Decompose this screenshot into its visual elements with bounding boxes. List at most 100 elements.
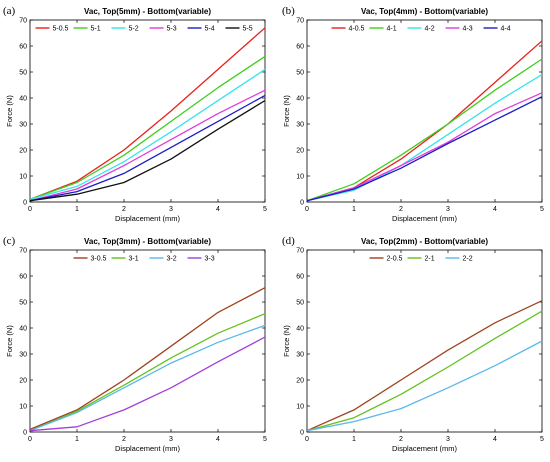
x-axis-label: Displacement (mm) bbox=[115, 444, 181, 453]
x-tick-label: 0 bbox=[28, 436, 32, 443]
x-tick-label: 3 bbox=[169, 206, 173, 213]
y-tick-label: 20 bbox=[19, 148, 27, 155]
y-tick-label: 60 bbox=[296, 44, 304, 51]
chart-panel-d: (d) Vac, Top(2mm) - Bottom(variable) 0 1 2 3 4… bbox=[282, 235, 544, 453]
y-tick-label: 0 bbox=[300, 200, 304, 207]
y-tick-label: 50 bbox=[19, 70, 27, 77]
series-line-5-2 bbox=[29, 68, 266, 201]
series-line-2-2 bbox=[306, 340, 543, 432]
series-line-2-1 bbox=[306, 310, 543, 432]
legend-label: 4-3 bbox=[463, 26, 473, 33]
x-axis-label: Displacement (mm) bbox=[115, 214, 181, 223]
x-tick-label: 2 bbox=[399, 206, 403, 213]
y-tick-label: 30 bbox=[19, 352, 27, 359]
panel-label: (d) bbox=[282, 235, 295, 247]
legend-label: 4-0.5 bbox=[349, 26, 365, 33]
legend-label: 4-2 bbox=[425, 26, 435, 33]
x-tick-label: 3 bbox=[446, 436, 450, 443]
y-tick-label: 60 bbox=[296, 274, 304, 281]
series-line-4-1 bbox=[306, 58, 543, 202]
series-line-5-0.5 bbox=[29, 27, 266, 201]
x-tick-label: 4 bbox=[216, 436, 220, 443]
chart-title: Vac, Top(5mm) - Bottom(variable) bbox=[84, 7, 211, 16]
series-line-5-4 bbox=[29, 94, 266, 202]
x-tick-label: 1 bbox=[352, 436, 356, 443]
y-tick-label: 20 bbox=[19, 378, 27, 385]
legend-label: 2-0.5 bbox=[387, 256, 403, 263]
y-tick-label: 40 bbox=[19, 96, 27, 103]
legend-label: 5-5 bbox=[243, 26, 253, 33]
y-tick-label: 40 bbox=[19, 326, 27, 333]
x-tick-label: 4 bbox=[493, 206, 497, 213]
legend-label: 3-2 bbox=[167, 256, 177, 263]
panel-label: (b) bbox=[282, 5, 295, 17]
chart-panel-b: (b) Vac, Top(4mm) - Bottom(variable) 0 1 2 3 4… bbox=[282, 5, 544, 223]
series-line-3-3 bbox=[29, 336, 266, 432]
legend-label: 3-0.5 bbox=[91, 256, 107, 263]
x-axis-label: Displacement (mm) bbox=[392, 444, 458, 453]
y-tick-label: 30 bbox=[19, 122, 27, 129]
x-tick-label: 5 bbox=[263, 206, 267, 213]
y-tick-label: 0 bbox=[23, 430, 27, 437]
x-tick-label: 3 bbox=[169, 436, 173, 443]
x-tick-label: 2 bbox=[399, 436, 403, 443]
chart-panel-c: (c) Vac, Top(3mm) - Bottom(variable) 0 1 2 3 4… bbox=[3, 235, 267, 453]
y-axis-label: Force (N) bbox=[282, 95, 291, 127]
x-tick-label: 1 bbox=[352, 206, 356, 213]
x-tick-label: 5 bbox=[540, 206, 544, 213]
x-tick-label: 2 bbox=[122, 206, 126, 213]
y-tick-label: 10 bbox=[296, 404, 304, 411]
legend-label: 4-4 bbox=[501, 26, 511, 33]
panel-label: (a) bbox=[3, 5, 16, 17]
plot-frame bbox=[306, 249, 543, 433]
series-line-4-2 bbox=[306, 74, 543, 202]
plot-frame bbox=[29, 19, 266, 203]
panel-label: (c) bbox=[3, 235, 16, 247]
y-axis-label: Force (N) bbox=[282, 325, 291, 357]
y-tick-label: 30 bbox=[296, 352, 304, 359]
y-tick-label: 70 bbox=[19, 18, 27, 25]
plot-frame bbox=[29, 249, 266, 433]
y-tick-label: 70 bbox=[19, 248, 27, 255]
y-axis-label: Force (N) bbox=[5, 95, 14, 127]
y-tick-label: 30 bbox=[296, 122, 304, 129]
chart-panel-a: (a) Vac, Top(5mm) - Bottom(variable) 0 1 2 3 4… bbox=[3, 5, 267, 223]
x-tick-label: 1 bbox=[75, 206, 79, 213]
y-tick-label: 60 bbox=[19, 274, 27, 281]
x-tick-label: 5 bbox=[540, 436, 544, 443]
series-line-3-2 bbox=[29, 324, 266, 432]
legend-label: 5-2 bbox=[129, 26, 139, 33]
x-axis-label: Displacement (mm) bbox=[392, 214, 458, 223]
y-axis-label: Force (N) bbox=[5, 325, 14, 357]
legend-label: 5-0.5 bbox=[53, 26, 69, 33]
series-line-3-1 bbox=[29, 313, 266, 432]
series-line-4-3 bbox=[306, 92, 543, 202]
y-tick-label: 10 bbox=[19, 174, 27, 181]
y-tick-label: 50 bbox=[19, 300, 27, 307]
chart-title: Vac, Top(3mm) - Bottom(variable) bbox=[84, 237, 211, 246]
series-line-4-4 bbox=[306, 96, 543, 202]
x-tick-label: 4 bbox=[216, 206, 220, 213]
y-tick-label: 40 bbox=[296, 96, 304, 103]
plot-frame bbox=[306, 19, 543, 203]
x-tick-label: 2 bbox=[122, 436, 126, 443]
legend-label: 5-4 bbox=[205, 26, 215, 33]
legend-label: 2-1 bbox=[425, 256, 435, 263]
chart-title: Vac, Top(4mm) - Bottom(variable) bbox=[361, 7, 488, 16]
legend-label: 4-1 bbox=[387, 26, 397, 33]
legend-label: 3-3 bbox=[205, 256, 215, 263]
legend-label: 5-3 bbox=[167, 26, 177, 33]
y-tick-label: 40 bbox=[296, 326, 304, 333]
chart-title: Vac, Top(2mm) - Bottom(variable) bbox=[361, 237, 488, 246]
legend-label: 5-1 bbox=[91, 26, 101, 33]
y-tick-label: 50 bbox=[296, 300, 304, 307]
x-tick-label: 3 bbox=[446, 206, 450, 213]
x-tick-label: 0 bbox=[305, 436, 309, 443]
y-tick-label: 0 bbox=[300, 430, 304, 437]
y-tick-label: 20 bbox=[296, 378, 304, 385]
y-tick-label: 50 bbox=[296, 70, 304, 77]
y-tick-label: 60 bbox=[19, 44, 27, 51]
x-tick-label: 5 bbox=[263, 436, 267, 443]
